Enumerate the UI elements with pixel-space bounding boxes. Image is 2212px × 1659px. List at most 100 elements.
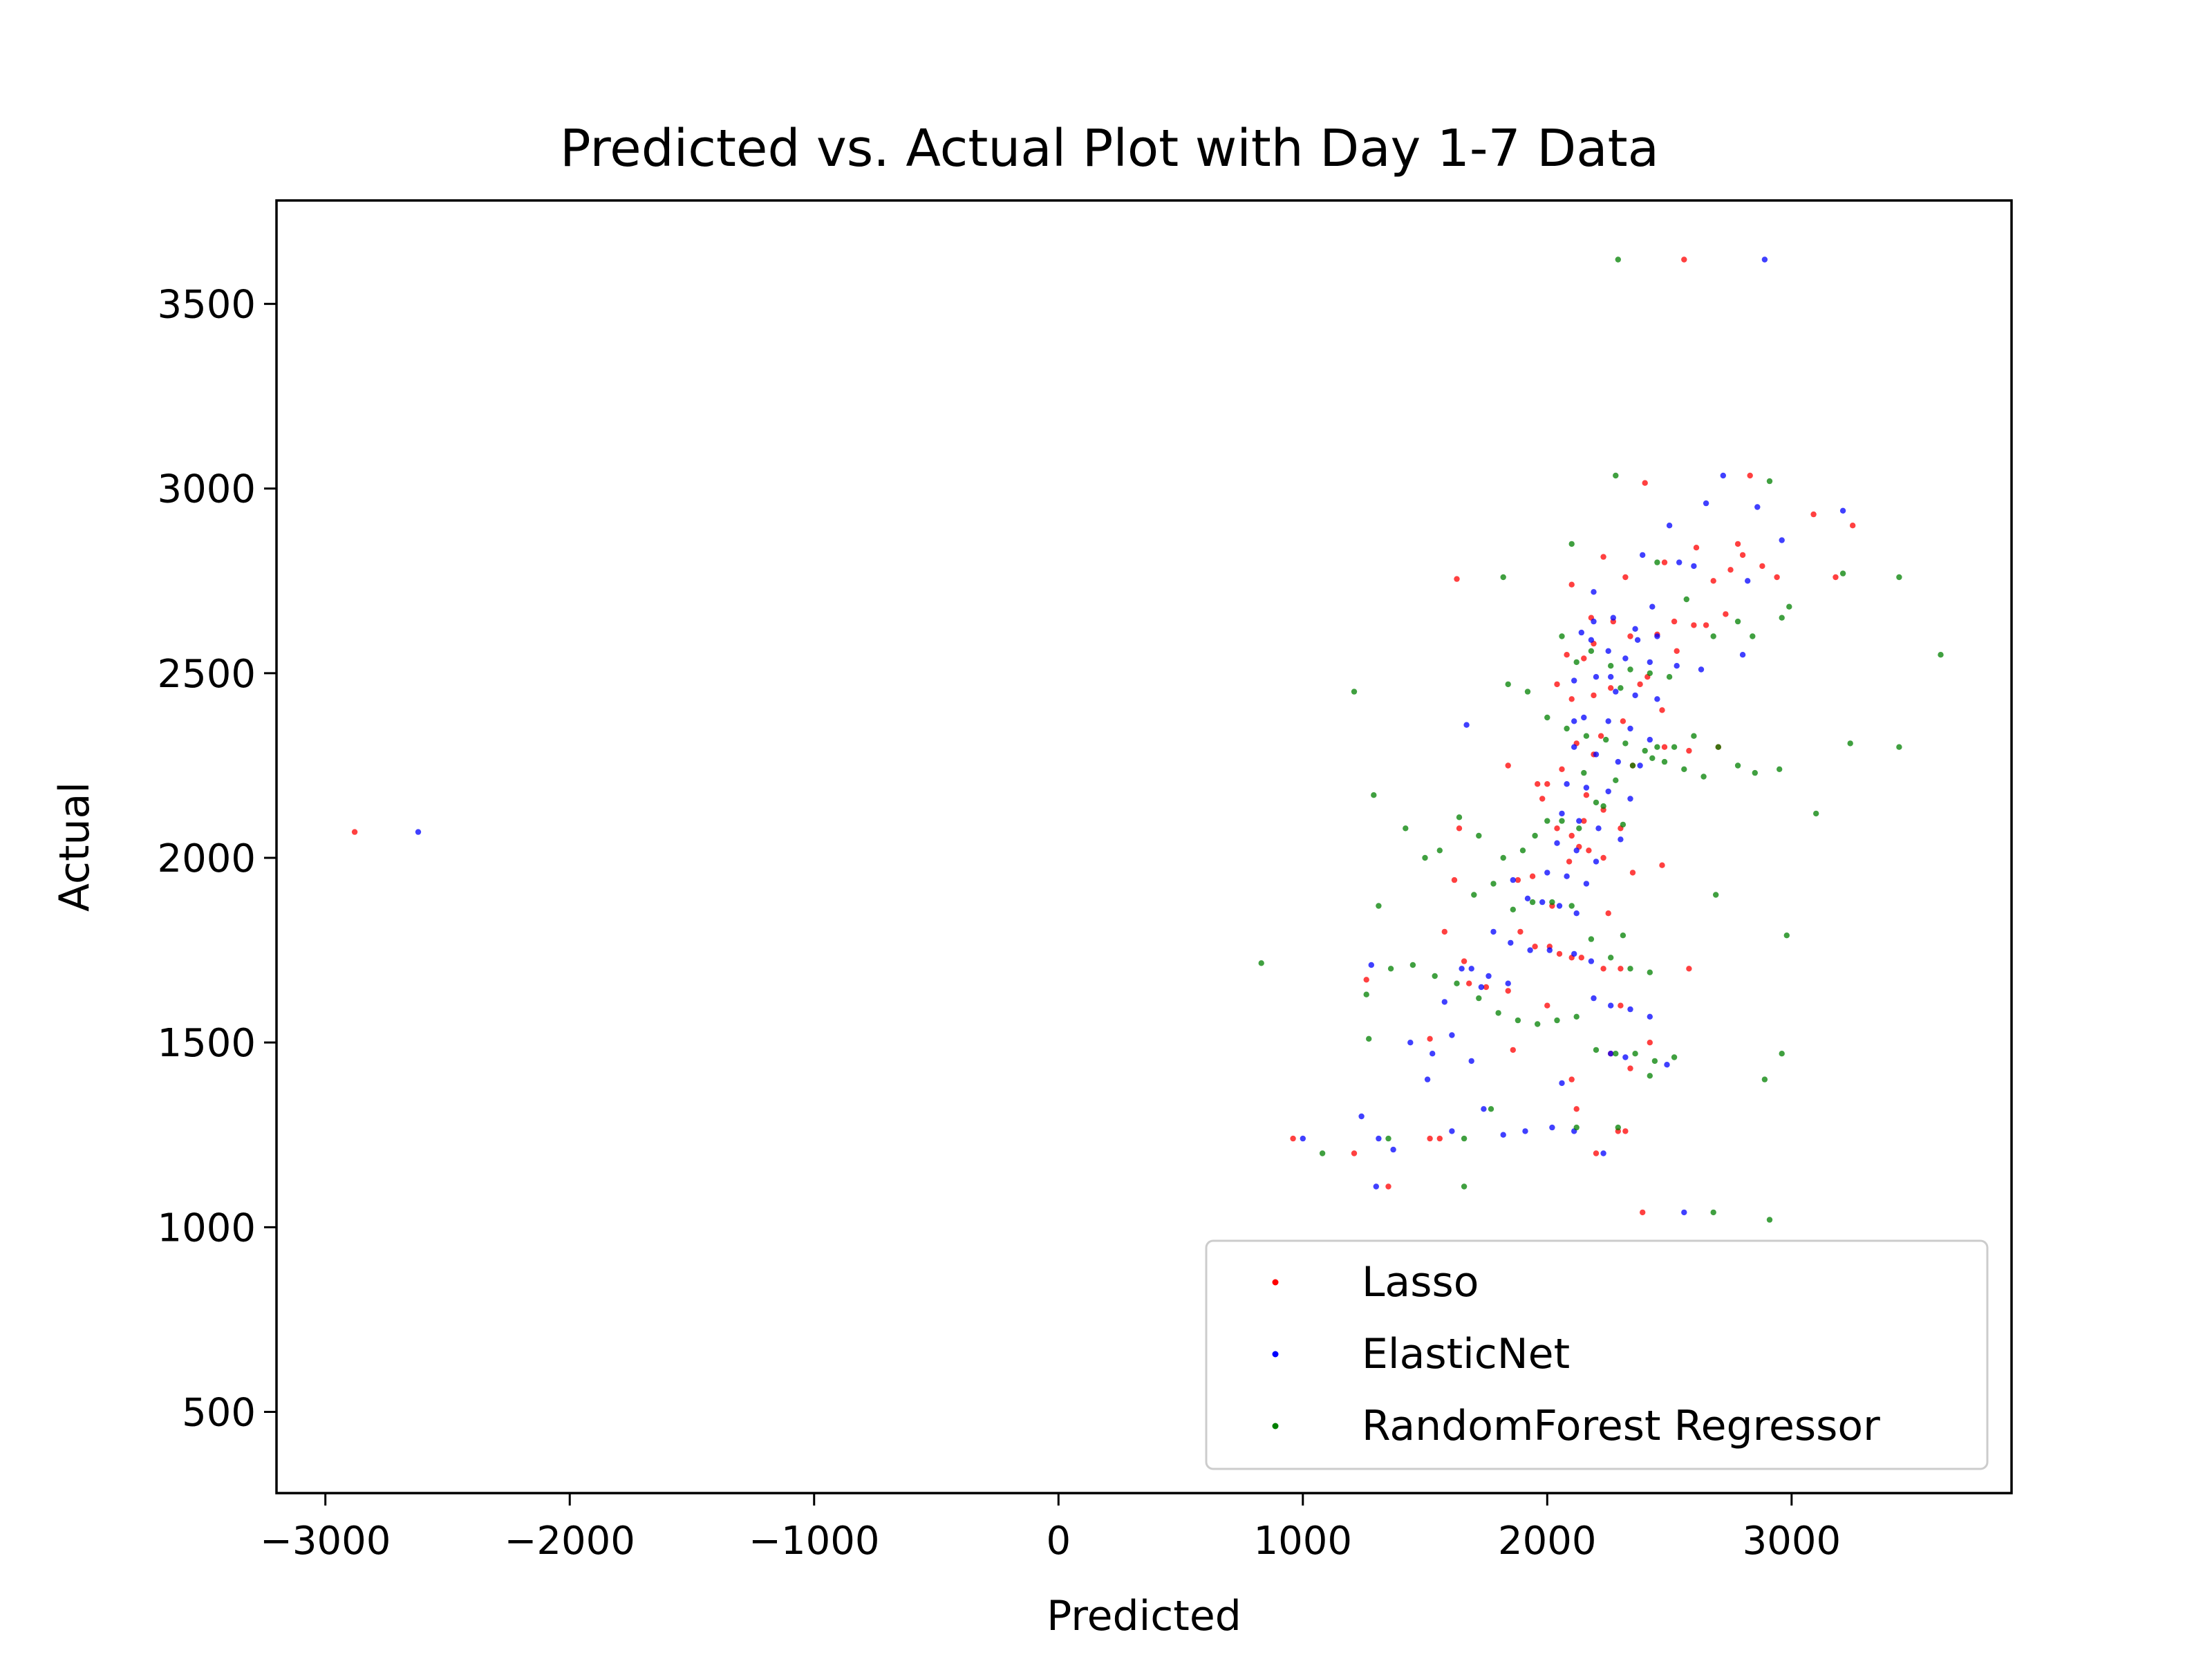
data-point: [1363, 991, 1369, 997]
data-point: [1813, 810, 1819, 817]
data-point: [1500, 1132, 1506, 1138]
data-point: [1532, 944, 1538, 950]
data-point: [1529, 899, 1536, 906]
data-point: [1700, 774, 1707, 780]
data-point: [1505, 681, 1511, 688]
y-tick-label: 1500: [157, 1021, 256, 1066]
data-point: [1568, 581, 1575, 588]
data-point: [1683, 596, 1689, 603]
data-point: [1478, 984, 1485, 991]
data-point: [1654, 559, 1660, 565]
data-point: [1734, 762, 1741, 769]
data-point: [1593, 751, 1600, 758]
data-point: [1468, 1058, 1474, 1065]
data-point: [1627, 796, 1633, 802]
data-point: [1661, 744, 1668, 750]
data-point: [1629, 870, 1636, 876]
data-point: [1613, 688, 1619, 695]
data-point: [1409, 962, 1416, 968]
data-point: [1385, 1183, 1391, 1190]
data-point: [1430, 1051, 1436, 1057]
data-point: [1720, 472, 1726, 479]
data-point: [1640, 1209, 1646, 1216]
data-point: [1441, 928, 1447, 935]
data-point: [1454, 576, 1460, 582]
data-point: [1613, 472, 1619, 479]
data-point: [1387, 966, 1394, 972]
data-point: [1559, 1080, 1565, 1087]
data-point: [1608, 955, 1614, 961]
data-point: [1451, 877, 1458, 883]
data-point: [1681, 1209, 1687, 1216]
data-point: [1564, 781, 1570, 787]
data-point: [1583, 785, 1590, 791]
x-tick-label: −1000: [749, 1519, 879, 1564]
data-point: [1727, 567, 1734, 573]
data-point: [1622, 1054, 1629, 1060]
data-point: [1571, 677, 1577, 684]
data-point: [1774, 574, 1780, 581]
y-tick-label: 2500: [157, 652, 256, 697]
data-point: [1456, 825, 1463, 832]
data-point: [1576, 818, 1582, 824]
data-point: [1461, 958, 1468, 964]
data-point: [1600, 966, 1606, 972]
data-point: [1671, 618, 1678, 625]
data-point: [1461, 1135, 1468, 1142]
data-point: [1559, 818, 1565, 824]
data-point: [1573, 847, 1580, 854]
data-point: [1376, 903, 1382, 909]
data-point: [1608, 685, 1614, 691]
data-point: [1568, 903, 1575, 909]
data-point: [1691, 622, 1697, 628]
data-point: [1490, 928, 1497, 935]
data-point: [1651, 1058, 1658, 1065]
chart-title: Predicted vs. Actual Plot with Day 1-7 D…: [560, 119, 1659, 178]
data-point: [1627, 1065, 1633, 1071]
data-point: [1522, 1128, 1528, 1134]
data-point: [1573, 910, 1580, 917]
data-point: [1476, 995, 1482, 1002]
data-point: [1647, 969, 1653, 975]
data-point: [1588, 648, 1595, 654]
data-point: [1463, 722, 1470, 728]
data-point: [1449, 1128, 1455, 1134]
data-point: [1505, 988, 1511, 994]
data-point: [1642, 747, 1648, 754]
data-point: [1556, 903, 1563, 909]
data-point: [1588, 637, 1595, 643]
data-point: [1622, 740, 1629, 747]
data-point: [1629, 762, 1636, 769]
data-point: [1505, 762, 1511, 769]
data-point: [1593, 799, 1600, 806]
data-point: [1647, 1040, 1653, 1046]
data-point: [1622, 574, 1629, 581]
legend-label: Lasso: [1362, 1258, 1479, 1306]
data-point: [1622, 1128, 1629, 1134]
data-point: [1649, 755, 1656, 762]
data-point: [1407, 1040, 1414, 1046]
data-point: [1510, 877, 1516, 883]
data-point: [1515, 877, 1521, 883]
data-point: [1571, 718, 1577, 724]
y-tick-label: 2000: [157, 836, 256, 881]
data-point: [1622, 655, 1629, 662]
data-point: [1449, 1032, 1455, 1038]
data-point: [1693, 545, 1700, 551]
data-point: [1351, 1150, 1358, 1156]
data-point: [1713, 892, 1719, 898]
data-point: [1654, 633, 1660, 639]
data-point: [1938, 652, 1944, 658]
data-point: [1593, 674, 1600, 680]
data-point: [1500, 574, 1506, 581]
x-tick-label: 3000: [1743, 1519, 1841, 1564]
data-point: [1779, 1051, 1785, 1057]
data-point: [1752, 769, 1758, 776]
data-point: [1581, 769, 1587, 776]
data-point: [1608, 674, 1614, 680]
data-point: [1627, 633, 1633, 639]
legend-marker: [1272, 1279, 1279, 1286]
data-point: [1515, 1017, 1521, 1024]
data-point: [1564, 873, 1570, 879]
data-point: [1427, 1035, 1433, 1042]
